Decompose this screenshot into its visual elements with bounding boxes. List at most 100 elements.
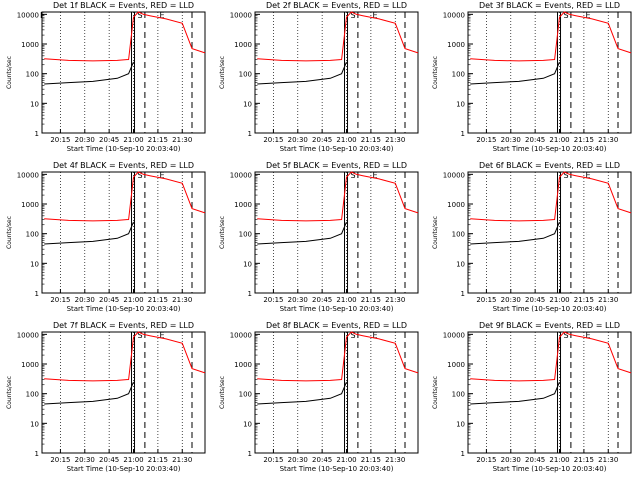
chart-panel: Det 3f BLACK = Events, RED = LLD 1 10 100 10…	[432, 1, 632, 153]
x-tick-label: 21:30	[598, 136, 618, 144]
x-tick-label: 20:45	[312, 136, 332, 144]
x-axis-label: Start Time (10-Sep-10 20:03:40)	[280, 145, 394, 153]
y-tick-label: 100	[452, 391, 465, 399]
x-tick-label: 21:15	[574, 456, 594, 464]
y-tick-label: 10	[456, 100, 465, 108]
x-tick-label: 20:45	[312, 296, 332, 304]
y-tick-label: 1000	[21, 201, 39, 209]
x-tick-label: 20:15	[263, 456, 283, 464]
event-marker-label: S	[564, 171, 569, 180]
chart-panel: Det 4f BLACK = Events, RED = LLD 1 10 100 10…	[6, 161, 206, 313]
x-axis-label: Start Time (10-Sep-10 20:03:40)	[493, 305, 607, 313]
y-tick-label: 100	[239, 71, 252, 79]
events-series-line	[257, 381, 347, 405]
event-marker-label: S	[564, 11, 569, 20]
y-tick-label: 10	[243, 100, 252, 108]
lld-series-line	[470, 331, 632, 382]
chart-title: Det 5f BLACK = Events, RED = LLD	[266, 161, 407, 170]
y-tick-label: 1000	[234, 41, 252, 49]
y-tick-label: 1	[248, 450, 252, 458]
event-marker-label: E	[586, 171, 591, 180]
x-tick-label: 20:15	[263, 136, 283, 144]
event-marker-label: S	[351, 331, 356, 340]
x-axis-label: Start Time (10-Sep-10 20:03:40)	[280, 465, 394, 473]
x-tick-label: 21:00	[336, 456, 356, 464]
x-tick-label: 21:30	[385, 136, 405, 144]
x-tick-label: 20:45	[99, 456, 119, 464]
x-tick-label: 20:30	[75, 296, 95, 304]
x-tick-label: 20:30	[288, 296, 308, 304]
y-axis-label: Counts/sec	[219, 376, 226, 409]
plot-frame	[254, 171, 419, 294]
y-tick-label: 1000	[447, 201, 465, 209]
y-tick-label: 1	[248, 130, 252, 138]
chart-title: Det 7f BLACK = Events, RED = LLD	[53, 321, 194, 330]
y-tick-label: 1	[461, 450, 465, 458]
x-tick-label: 20:30	[501, 456, 521, 464]
y-tick-label: 100	[452, 71, 465, 79]
x-tick-label: 21:00	[336, 136, 356, 144]
y-tick-label: 1000	[21, 41, 39, 49]
event-marker-label: S	[351, 171, 356, 180]
lld-series-line	[257, 331, 419, 382]
y-axis-label: Counts/sec	[6, 216, 13, 249]
event-marker-label: E	[373, 331, 378, 340]
y-tick-label: 1	[35, 450, 39, 458]
y-tick-label: 10000	[17, 171, 39, 179]
chart-panel: Det 2f BLACK = Events, RED = LLD 1 10 100 10…	[219, 1, 419, 153]
x-tick-label: 20:30	[501, 136, 521, 144]
event-marker-label: S	[351, 11, 356, 20]
y-tick-label: 10000	[230, 171, 252, 179]
x-tick-label: 21:00	[123, 456, 143, 464]
x-tick-label: 21:30	[172, 456, 192, 464]
y-axis-label: Counts/sec	[432, 376, 439, 409]
x-tick-label: 20:45	[525, 296, 545, 304]
event-marker-label: S	[138, 171, 143, 180]
x-tick-label: 20:15	[263, 296, 283, 304]
x-tick-label: 20:30	[288, 136, 308, 144]
chart-panel: Det 9f BLACK = Events, RED = LLD 1 10 100 10…	[432, 321, 632, 473]
x-tick-label: 21:15	[361, 296, 381, 304]
x-tick-label: 20:45	[525, 456, 545, 464]
event-marker-label: F	[40, 11, 45, 20]
x-axis-label: Start Time (10-Sep-10 20:03:40)	[67, 305, 181, 313]
plot-frame	[41, 11, 206, 134]
lld-series-line	[44, 331, 206, 382]
x-axis-label: Start Time (10-Sep-10 20:03:40)	[67, 465, 181, 473]
events-series-line	[470, 61, 560, 85]
y-tick-label: 1000	[234, 361, 252, 369]
y-tick-label: 100	[26, 71, 39, 79]
events-series-line	[44, 221, 134, 245]
event-marker-label: E	[586, 331, 591, 340]
plot-frame	[41, 331, 206, 454]
x-tick-label: 20:45	[312, 456, 332, 464]
x-tick-label: 21:00	[123, 136, 143, 144]
lld-series-line	[257, 11, 419, 62]
lld-series-line	[470, 171, 632, 222]
y-tick-label: 10000	[443, 11, 465, 19]
y-tick-label: 10	[456, 260, 465, 268]
events-series-line	[257, 61, 347, 85]
chart-title: Det 2f BLACK = Events, RED = LLD	[266, 1, 407, 10]
y-axis-label: Counts/sec	[432, 216, 439, 249]
chart-title: Det 6f BLACK = Events, RED = LLD	[479, 161, 620, 170]
chart-title: Det 4f BLACK = Events, RED = LLD	[53, 161, 194, 170]
event-marker-label: S	[564, 331, 569, 340]
y-tick-label: 1	[35, 290, 39, 298]
y-tick-label: 100	[452, 231, 465, 239]
chart-title: Det 3f BLACK = Events, RED = LLD	[479, 1, 620, 10]
x-tick-label: 21:00	[549, 296, 569, 304]
y-tick-label: 10000	[230, 331, 252, 339]
x-tick-label: 20:15	[50, 136, 70, 144]
y-tick-label: 100	[239, 391, 252, 399]
y-tick-label: 10	[30, 420, 39, 428]
y-tick-label: 1000	[447, 41, 465, 49]
x-tick-label: 20:45	[525, 136, 545, 144]
x-tick-label: 20:30	[75, 456, 95, 464]
event-marker-label: S	[138, 331, 143, 340]
y-tick-label: 1000	[234, 201, 252, 209]
y-tick-label: 1000	[21, 361, 39, 369]
plot-frame	[467, 331, 632, 454]
y-axis-label: Counts/sec	[6, 376, 13, 409]
events-series-line	[470, 221, 560, 245]
